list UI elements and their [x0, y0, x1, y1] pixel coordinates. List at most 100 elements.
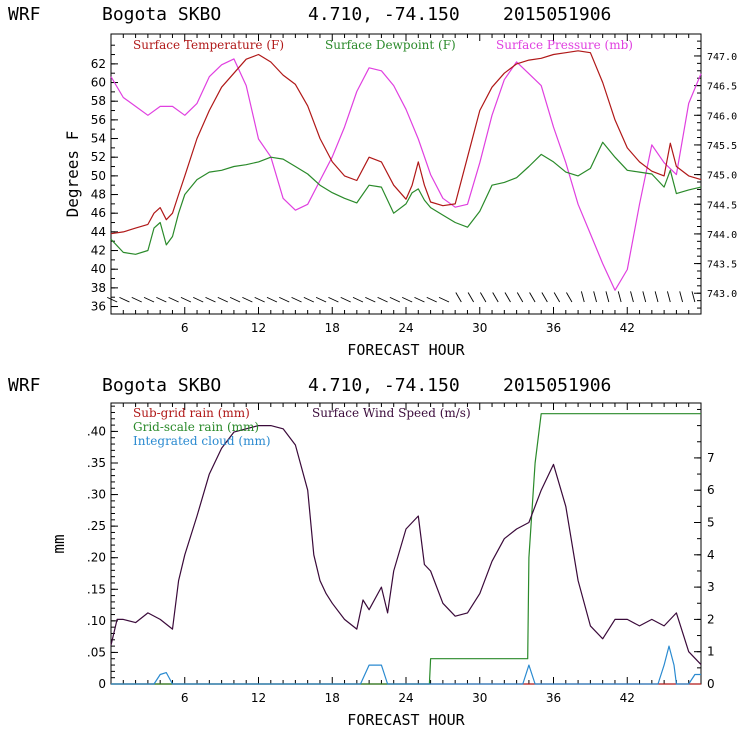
x-tick-label: 12 [251, 691, 266, 705]
wind-barb [566, 292, 573, 303]
wind-barb [131, 296, 142, 303]
wind-barb [156, 296, 167, 303]
wind-barb [630, 291, 634, 303]
surface-pressure-line [110, 58, 702, 291]
wind-barb [279, 296, 290, 303]
y2-tick-label: 743.5 [707, 260, 737, 271]
y2-tick-label: 746.0 [707, 111, 737, 122]
wind-barbs [106, 291, 696, 303]
x-tick-label: 42 [620, 691, 635, 705]
wind-barb [340, 296, 351, 303]
bottom-y-axis-label: mm [49, 534, 68, 553]
y2-tick-label: 746.5 [707, 82, 737, 93]
wind-barb [467, 292, 474, 303]
legend-integrated-cloud: Integrated cloud (mm) [133, 434, 271, 448]
top-series-group [110, 50, 702, 291]
top-panel: WRF Bogota SKBO 4.710, -74.150 201505190… [8, 4, 737, 359]
legend-grid-scale-rain: Grid-scale rain (mm) [133, 420, 259, 434]
y-tick-label: 42 [91, 244, 106, 258]
y2-tick-label: 745.5 [707, 141, 737, 152]
y-tick-label: .20 [87, 551, 106, 565]
wind-barb [143, 296, 155, 303]
y2-tick-label: 744.0 [707, 230, 737, 241]
y2-tick-label: 7 [707, 451, 715, 465]
legend-subgrid-rain: Sub-grid rain (mm) [133, 406, 250, 420]
y-tick-label: 44 [91, 225, 106, 239]
y2-tick-label: 0 [707, 677, 715, 691]
y2-tick-label: 5 [707, 516, 715, 530]
wind-barb [691, 291, 696, 303]
y-tick-label: 58 [91, 94, 106, 108]
x-tick-label: 18 [325, 321, 340, 335]
wind-barb [516, 292, 524, 303]
legend-surface-temperature: Surface Temperature (F) [133, 38, 284, 52]
y-tick-label: .15 [87, 582, 106, 596]
wind-barb [205, 296, 216, 303]
wind-barb [593, 291, 597, 303]
bottom-title-coords: 4.710, -74.150 [308, 375, 460, 396]
surface-wind-speed-line [110, 425, 702, 666]
y2-tick-label: 4 [707, 548, 715, 562]
wind-barb [328, 296, 339, 303]
wind-barb [389, 296, 401, 303]
wind-barb [414, 296, 425, 303]
top-title-model: WRF [8, 4, 41, 25]
wind-barb [401, 296, 413, 303]
top-plot-frame [110, 33, 702, 315]
bottom-series-group [110, 413, 702, 685]
wind-barb [119, 296, 130, 303]
x-tick-label: 18 [325, 691, 340, 705]
y2-tick-label: 1 [707, 645, 715, 659]
wind-barb [291, 296, 302, 303]
y-tick-label: 56 [91, 113, 106, 127]
y-tick-label: .25 [87, 519, 106, 533]
x-tick-label: 6 [181, 321, 189, 335]
y-tick-label: 54 [91, 132, 106, 146]
y-tick-label: 38 [91, 281, 106, 295]
bottom-title-model: WRF [8, 375, 41, 396]
legend-surface-pressure: Surface Pressure (mb) [496, 38, 633, 52]
wind-barb [580, 291, 585, 303]
wind-barb [106, 296, 118, 303]
y-tick-label: .10 [87, 614, 106, 628]
y-tick-label: 52 [91, 150, 106, 164]
bottom-title-location: Bogota SKBO [102, 375, 221, 396]
y2-tick-label: 743.0 [707, 289, 737, 300]
y-tick-label: .40 [87, 424, 106, 438]
wind-barb [242, 296, 253, 303]
wind-barb [229, 296, 241, 303]
y-tick-label: 46 [91, 206, 106, 220]
y-tick-label: 62 [91, 57, 106, 71]
wind-barb [480, 292, 487, 303]
x-tick-label: 36 [546, 691, 561, 705]
wind-barb [504, 292, 511, 303]
top-x-axis-label: FORECAST HOUR [347, 341, 465, 359]
wind-barb [168, 296, 179, 303]
wind-barb [438, 296, 450, 303]
wind-barb [529, 292, 536, 303]
y2-tick-label: 2 [707, 612, 715, 626]
surface-temperature-line [110, 50, 702, 235]
wind-barb [654, 291, 659, 303]
x-tick-label: 24 [398, 321, 413, 335]
wind-barb [377, 296, 388, 303]
x-tick-label: 6 [181, 691, 189, 705]
y-tick-label: .30 [87, 488, 106, 502]
wind-barb [679, 291, 683, 303]
bottom-panel: WRF Bogota SKBO 4.710, -74.150 201505190… [8, 375, 715, 729]
top-axis-ticks: 6 12 18 24 30 36 42 36 38 40 42 44 46 48 50 52 54 56 58 60 6… [91, 34, 737, 335]
surface-dewpoint-line [110, 141, 702, 255]
wind-barb [365, 296, 376, 303]
wind-barb [266, 296, 278, 303]
wind-barb [352, 296, 364, 303]
y-tick-label: 0 [98, 677, 106, 691]
integrated-cloud-line [111, 645, 701, 685]
grid-scale-rain-line [111, 413, 701, 685]
legend-surface-wind-speed: Surface Wind Speed (m/s) [312, 406, 471, 420]
x-tick-label: 42 [620, 321, 635, 335]
y-tick-label: 48 [91, 188, 106, 202]
y2-tick-label: 3 [707, 580, 715, 594]
wind-barb [217, 296, 228, 303]
y2-tick-label: 745.0 [707, 171, 737, 182]
